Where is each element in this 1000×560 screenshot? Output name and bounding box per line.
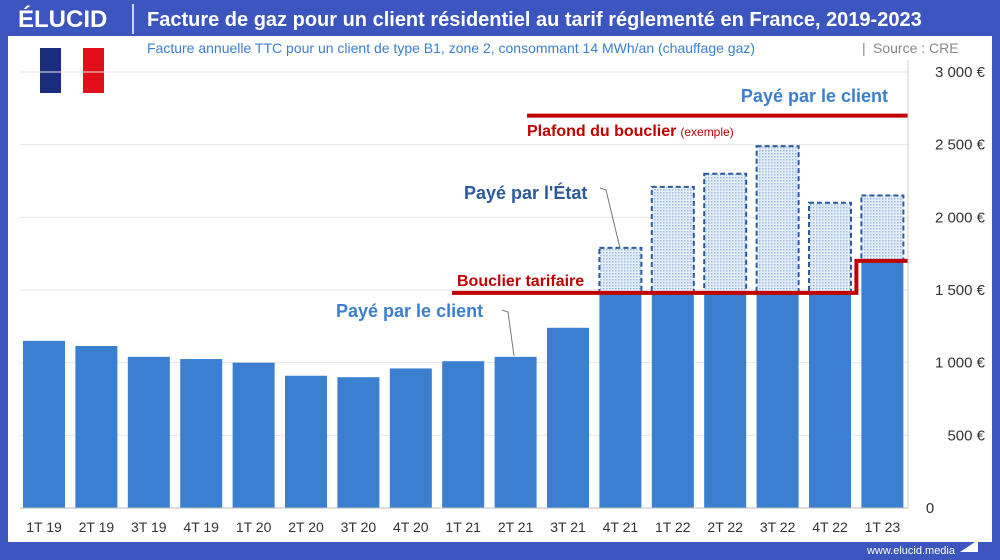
x-tick-label: 2T 20	[288, 519, 324, 535]
shield-label: Bouclier tarifaire	[457, 273, 584, 290]
x-tick-label: 2T 21	[498, 519, 534, 535]
x-tick-label: 1T 19	[26, 519, 62, 535]
annotation-client-top: Payé par le client	[741, 86, 888, 106]
bar-client	[127, 356, 170, 508]
bar-client	[75, 345, 118, 508]
shield-line	[452, 258, 908, 295]
logo: ÉLUCID	[18, 5, 107, 33]
footer-url: www.elucid.media	[866, 545, 956, 557]
france-flag-icon	[40, 48, 104, 93]
bar-client	[494, 356, 537, 508]
bar-client	[337, 377, 380, 508]
bar-client	[599, 292, 642, 508]
x-tick-label: 1T 21	[445, 519, 481, 535]
bar-client	[389, 368, 432, 508]
x-tick-label: 3T 21	[550, 519, 586, 535]
client-leader-line	[501, 309, 515, 357]
bar-client	[180, 359, 223, 508]
bar-client	[861, 260, 904, 508]
x-tick-label: 4T 20	[393, 519, 429, 535]
ceiling-label: Plafond du bouclier (exemple)	[527, 123, 734, 140]
x-tick-label: 1T 22	[655, 519, 691, 535]
annotation-client-mid: Payé par le client	[336, 301, 483, 321]
y-tick-label: 1 500 €	[935, 282, 986, 299]
y-tick-label: 1 000 €	[935, 355, 986, 372]
x-tick-label: 3T 22	[760, 519, 796, 535]
x-tick-label: 4T 21	[603, 519, 639, 535]
bar-state	[598, 246, 643, 294]
annotation-state: Payé par l'État	[464, 182, 587, 203]
x-tick-label: 4T 19	[183, 519, 219, 535]
y-tick-label: 2 000 €	[935, 209, 986, 226]
x-tick-label: 4T 22	[812, 519, 848, 535]
x-tick-label: 3T 19	[131, 519, 167, 535]
bar-state	[808, 201, 852, 294]
elucid-corner-icon	[960, 540, 978, 552]
chart-title: Facture de gaz pour un client résidentie…	[147, 9, 922, 31]
chart-subtitle: Facture annuelle TTC pour un client de t…	[147, 40, 755, 56]
x-tick-label: 3T 20	[341, 519, 377, 535]
bar-client	[285, 375, 327, 508]
x-tick-label: 2T 22	[707, 519, 743, 535]
ceiling-label-text: Plafond du bouclier	[527, 123, 676, 140]
bar-client	[442, 361, 485, 508]
bar-state	[703, 172, 748, 294]
source: Source : CRE	[873, 40, 959, 56]
y-tick-label: 3 000 €	[935, 64, 986, 81]
x-tick-label: 1T 20	[236, 519, 272, 535]
bar-client	[23, 340, 65, 508]
y-tick-label: 500 €	[947, 427, 985, 444]
state-leader-line	[599, 187, 621, 249]
x-tick-label: 1T 23	[865, 519, 901, 535]
bar-client	[809, 292, 851, 508]
subtitle-separator: |	[862, 40, 866, 56]
ceiling-note: (exemple)	[680, 125, 733, 139]
y-tick-label: 2 500 €	[935, 137, 986, 154]
bar-state	[755, 145, 800, 294]
bar-state	[650, 185, 695, 294]
bar-client	[547, 327, 589, 508]
bar-state	[860, 194, 905, 262]
bar-client	[232, 362, 275, 508]
y-tick-label: 0	[926, 500, 934, 517]
bar-client	[704, 292, 747, 508]
bar-client	[651, 292, 694, 508]
bar-client	[756, 292, 799, 508]
x-tick-label: 2T 19	[79, 519, 115, 535]
